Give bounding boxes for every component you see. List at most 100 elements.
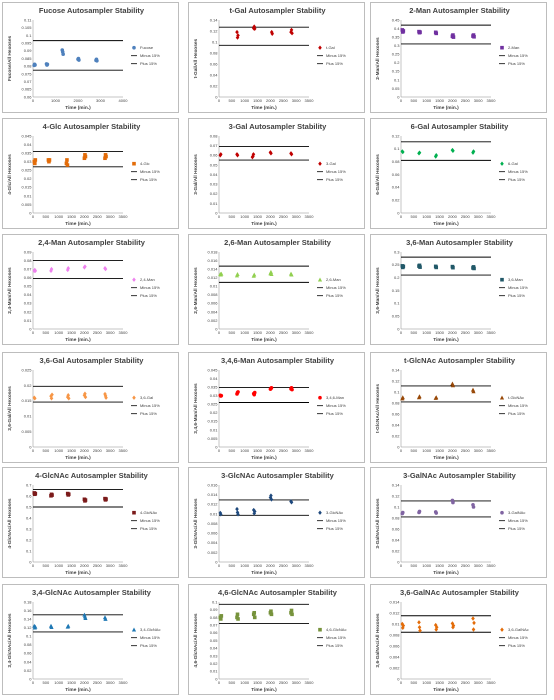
x-tick-label: 2500 (279, 448, 289, 453)
legend-marker (500, 45, 504, 50)
y-tick-label: 0.02 (210, 410, 219, 415)
legend-marker (132, 395, 136, 400)
y-tick-label: 0.5 (26, 504, 32, 509)
y-tick-label: 0.02 (210, 661, 219, 666)
data-point (66, 623, 71, 628)
y-tick-label: 0.07 (24, 79, 33, 84)
x-tick-label: 1500 (435, 214, 445, 219)
chart-title: 3,4,6-Man Autosampler Stability (221, 356, 335, 365)
y-tick-label: 0.3 (394, 249, 400, 254)
x-tick-label: 500 (229, 214, 236, 219)
x-tick-label: 3500 (305, 98, 315, 103)
data-point (252, 615, 257, 620)
y-tick-label: 0.08 (210, 50, 219, 55)
data-point (77, 58, 81, 62)
x-tick-label: 2500 (461, 214, 471, 219)
x-tick-label: 2500 (461, 448, 471, 453)
legend-label: 3,6-Man (508, 277, 523, 282)
y-tick-label: 0.006 (207, 531, 218, 536)
x-tick-label: 500 (229, 330, 236, 335)
data-point (451, 35, 456, 39)
data-point (104, 395, 108, 400)
legend-label: Fucose (140, 45, 154, 50)
legend-label: 3-GlcNAc (326, 510, 343, 515)
y-axis-label: t-Gal/All Hexoses (193, 38, 199, 78)
y-axis-label: 2-Man/All Hexoses (375, 37, 381, 80)
y-tick-label: 0.012 (389, 610, 400, 615)
y-tick-label: 0 (215, 210, 218, 215)
data-point (451, 500, 455, 505)
legend-marker (317, 277, 323, 282)
legend-label: Minus 15% (326, 518, 346, 523)
x-tick-label: 1000 (54, 680, 64, 685)
legend-marker (318, 45, 322, 50)
chart-title: 3-Gal Autosampler Stability (229, 122, 327, 131)
data-point (236, 390, 240, 394)
x-tick-label: 2000 (266, 214, 276, 219)
y-axis-label: 4-GlcNAc/All Hexoses (7, 498, 13, 548)
data-point (103, 266, 108, 272)
y-tick-label: 0.06 (210, 61, 219, 66)
y-tick-label: 0.005 (21, 429, 32, 434)
x-tick-label: 3000 (96, 98, 106, 103)
legend-label: Plus 15% (508, 177, 525, 182)
y-tick-label: 0.008 (207, 521, 218, 526)
y-axis-label: 3-GlcNAc/All Hexoses (193, 498, 199, 548)
legend-marker (131, 627, 137, 632)
y-tick-label: 0.25 (392, 262, 401, 267)
data-point (65, 267, 70, 273)
chart-title: 4,6-GlcNAc Autosampler Stability (218, 588, 338, 597)
legend-label: Plus 15% (140, 526, 157, 531)
x-tick-label: 0 (400, 98, 403, 103)
y-tick-label: 0.006 (389, 643, 400, 648)
data-point (401, 510, 405, 515)
data-point (269, 609, 273, 614)
legend-label: Minus 15% (326, 169, 346, 174)
x-tick-label: 0 (32, 448, 35, 453)
y-tick-label: 0.02 (24, 176, 33, 181)
y-tick-label: 0.1 (26, 33, 32, 38)
y-axis-label: 4,6-GlcNAc/All Hexoses (193, 613, 199, 667)
y-axis-label: 3,6-Gal/All Hexoses (7, 386, 13, 431)
x-tick-label: 3500 (305, 214, 315, 219)
y-axis-label: 3,4-GlcNAc/All Hexoses (7, 613, 13, 667)
legend-label: Plus 15% (508, 411, 525, 416)
data-point (49, 266, 54, 272)
data-point (66, 396, 71, 401)
y-tick-label: 0.008 (207, 292, 218, 297)
y-tick-label: 0.18 (24, 599, 33, 604)
data-point (45, 62, 50, 67)
y-tick-label: 0.05 (24, 284, 33, 289)
x-tick-label: 3500 (487, 448, 497, 453)
y-tick-label: 0.02 (392, 198, 401, 203)
y-tick-label: 0.012 (207, 502, 218, 507)
x-tick-label: 2000 (448, 214, 458, 219)
data-point (33, 63, 37, 67)
y-tick-label: 0.1 (394, 301, 400, 306)
y-tick-label: 0 (397, 94, 400, 99)
x-tick-label: 3000 (292, 214, 302, 219)
data-point (471, 389, 476, 394)
data-point (471, 616, 475, 621)
y-tick-label: 0.01 (24, 193, 33, 198)
data-point (289, 27, 294, 33)
y-tick-label: 0.04 (24, 142, 33, 147)
legend-marker (499, 395, 505, 400)
x-tick-label: 1000 (240, 330, 250, 335)
x-tick-label: 0 (32, 214, 35, 219)
legend-label: Minus 15% (508, 169, 528, 174)
legend-label: Minus 15% (140, 53, 160, 58)
chart-svg: 2,4-Man Autosampler Stability 0 0.01 0.02 0.… (7, 238, 160, 343)
data-point (65, 158, 69, 162)
y-tick-label: 0.3 (394, 43, 400, 48)
data-point (400, 395, 405, 400)
x-tick-label: 3000 (474, 98, 484, 103)
y-tick-label: 0.06 (392, 411, 401, 416)
x-tick-label: 3000 (106, 214, 116, 219)
chart-title: t-Gal Autosampler Stability (230, 6, 327, 15)
x-tick-label: 3000 (106, 680, 116, 685)
legend-label: Plus 15% (140, 643, 157, 648)
legend-label: Minus 15% (140, 285, 160, 290)
y-tick-label: 0.12 (392, 493, 401, 498)
chart-panel: 3,6-Man Autosampler Stability 0 0.05 0.1 0.1… (370, 234, 547, 345)
